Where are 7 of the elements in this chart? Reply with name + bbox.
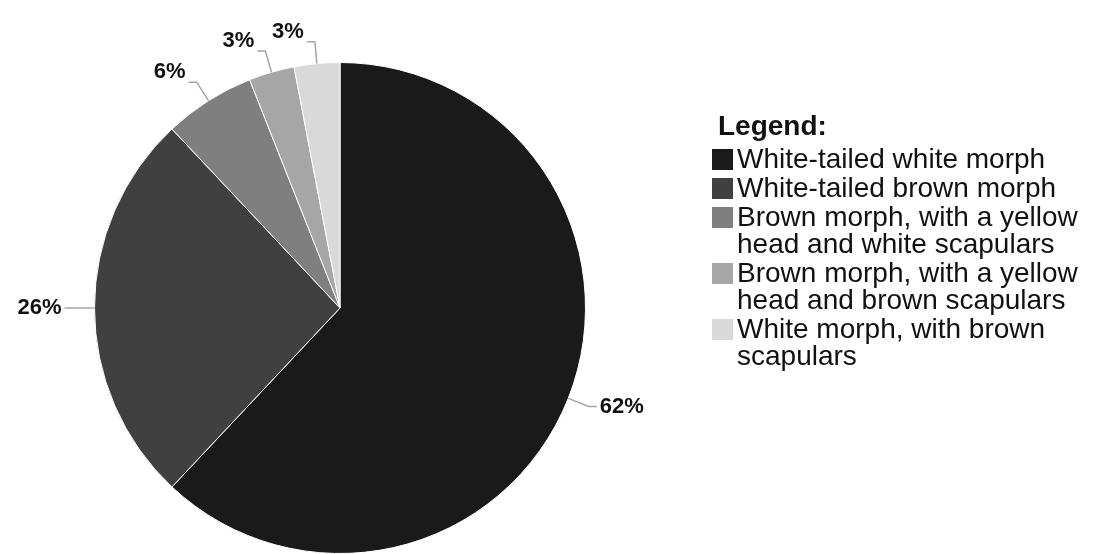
- data-label: 26%: [17, 294, 62, 320]
- data-label: 3%: [272, 17, 304, 43]
- data-label: 6%: [153, 58, 186, 84]
- data-label: 62%: [599, 392, 644, 418]
- legend-title: Legend:: [718, 110, 828, 141]
- data-label: 3%: [222, 27, 255, 53]
- legend-label: White-tailed white morph: [737, 143, 1046, 174]
